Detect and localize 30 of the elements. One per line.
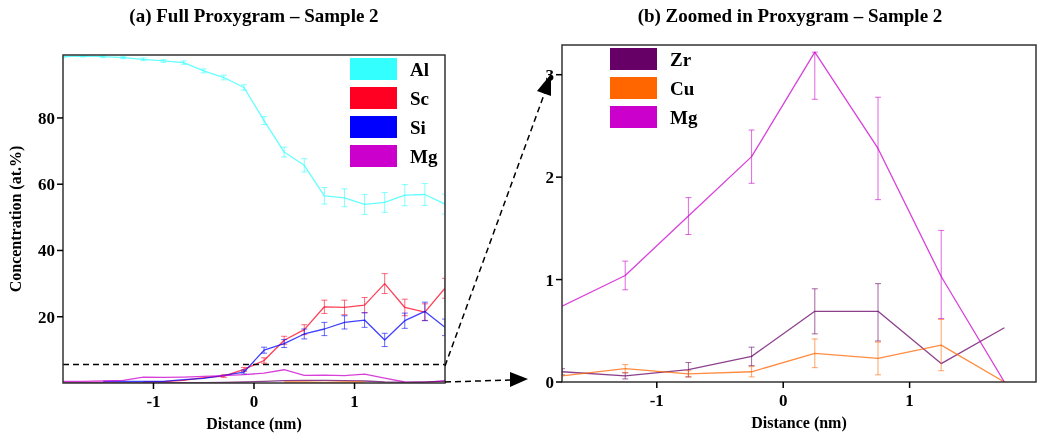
- y-tick-label: 2: [545, 168, 554, 188]
- legend-label: Mg: [670, 107, 698, 128]
- y-axis-title: Concentration (at.%): [7, 145, 25, 293]
- y-tick-label: 1: [545, 270, 554, 290]
- legend-label: Cu: [670, 78, 695, 99]
- line-series: [562, 344, 1006, 382]
- x-axis-title: Distance (nm): [206, 415, 302, 433]
- x-tick-label: -1: [649, 391, 664, 410]
- x-tick-label: 0: [778, 391, 788, 410]
- legend-label: Si: [410, 117, 426, 138]
- line-series: [562, 51, 1006, 382]
- y-tick-label: 60: [38, 175, 55, 195]
- x-tick-label: -1: [146, 392, 161, 411]
- x-tick-label: 0: [249, 392, 259, 411]
- y-tick-label: 20: [38, 307, 55, 327]
- line-series: [562, 310, 1006, 377]
- legend-label: Mg: [410, 146, 438, 167]
- y-tick-label: 80: [38, 108, 55, 128]
- chart-title: (b) Zoomed in Proxygram – Sample 2: [637, 5, 943, 27]
- legend-label: Zr: [670, 49, 692, 70]
- x-tick-label: 1: [905, 391, 914, 410]
- x-axis-title: Distance (nm): [751, 414, 847, 432]
- chart-title: (a) Full Proxygram – Sample 2: [129, 5, 379, 27]
- legend-label: Sc: [410, 88, 429, 109]
- line-series: [63, 55, 445, 206]
- y-tick-label: 0: [545, 373, 554, 392]
- x-tick-label: 1: [350, 392, 359, 411]
- y-tick-label: 40: [38, 241, 55, 261]
- line-series: [63, 369, 445, 383]
- legend-label: Al: [410, 59, 429, 80]
